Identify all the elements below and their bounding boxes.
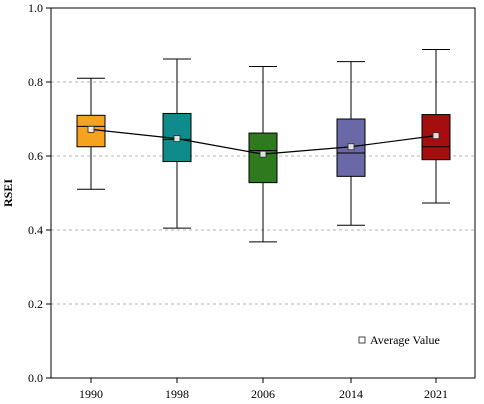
y-axis-title: RSEI <box>1 179 15 207</box>
mean-marker <box>347 143 355 151</box>
legend: Average Value <box>358 333 440 347</box>
y-tick-label: 0.8 <box>28 75 43 89</box>
mean-marker <box>173 135 181 143</box>
x-tick-label: 1998 <box>165 387 189 401</box>
box-2006 <box>248 65 278 243</box>
box-iqr <box>248 132 278 184</box>
y-tick-label: 0.4 <box>28 223 43 237</box>
box-2021 <box>421 48 451 204</box>
axes-layer: 0.0 0.2 0.4 0.6 0.8 1.0 1990 1998 2006 2014 2021 <box>28 1 448 401</box>
legend-label: Average Value <box>370 333 440 347</box>
mean-marker <box>87 125 95 133</box>
y-tick-label: 0.6 <box>28 149 43 163</box>
mean-line-layer <box>87 125 440 158</box>
boxes-layer <box>76 48 451 243</box>
box-1990 <box>76 77 106 190</box>
mean-marker <box>259 150 267 158</box>
x-tick-label: 1990 <box>79 387 103 401</box>
x-tick-label: 2006 <box>251 387 275 401</box>
y-tick-label: 0.0 <box>28 371 43 385</box>
y-tick-label: 0.2 <box>28 297 43 311</box>
x-tick-label: 2014 <box>339 387 363 401</box>
y-tick-label: 1.0 <box>28 1 43 15</box>
box-1998 <box>162 58 192 229</box>
mean-marker <box>432 132 440 140</box>
legend-marker <box>358 336 366 344</box>
x-tick-label: 2021 <box>424 387 448 401</box>
